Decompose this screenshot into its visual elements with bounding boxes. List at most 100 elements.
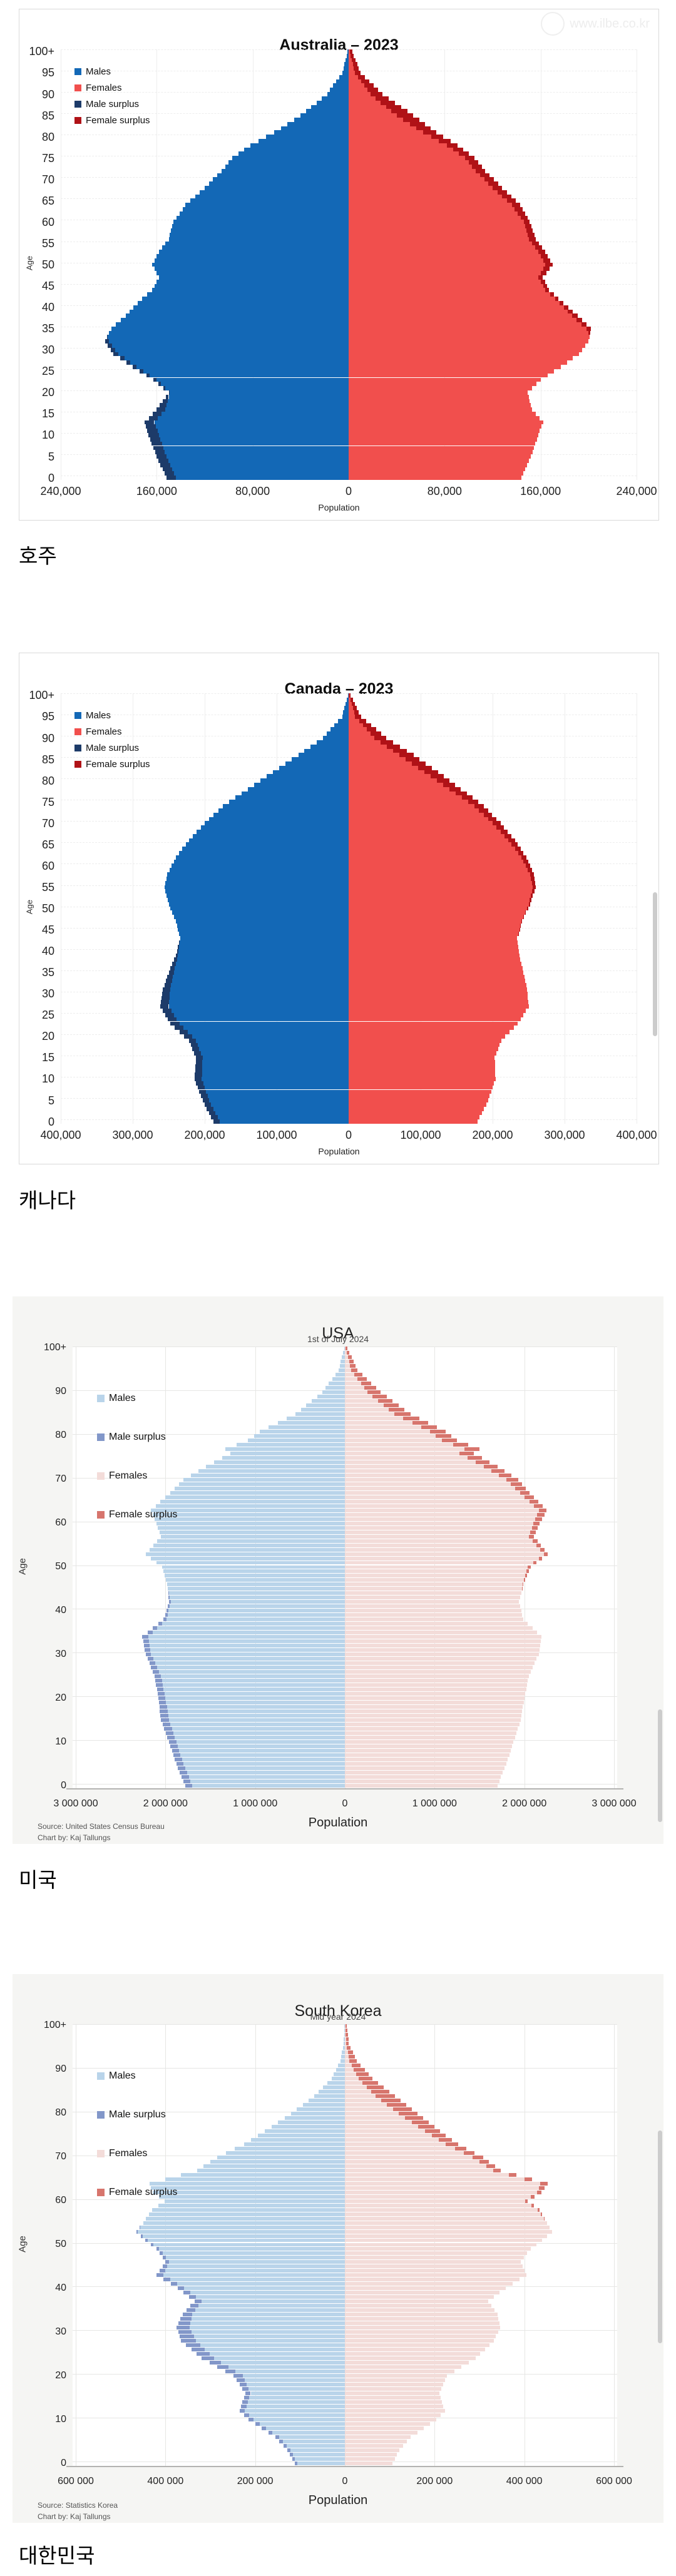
female-surplus-bar-age-64 bbox=[515, 847, 521, 852]
male-surplus-bar-age-11 bbox=[147, 429, 158, 434]
female-surplus-bar-age-96 bbox=[346, 2041, 349, 2045]
female-bar-age-4 bbox=[345, 2444, 403, 2448]
y-axis-tick-label: 90 bbox=[41, 88, 54, 101]
female-bar-age-71 bbox=[349, 817, 488, 822]
male-bar-age-6 bbox=[279, 2435, 345, 2440]
male-bar-age-79 bbox=[284, 2115, 345, 2120]
female-bar-age-85 bbox=[345, 1412, 394, 1416]
female-surplus-bar-age-89 bbox=[375, 96, 389, 101]
scrollbar-thumb[interactable] bbox=[653, 892, 657, 1036]
male-bar-age-52 bbox=[151, 1556, 345, 1560]
male-surplus-bar-age-11 bbox=[167, 1736, 175, 1740]
male-bar-age-3 bbox=[170, 462, 349, 467]
female-surplus-bar-age-82 bbox=[387, 2102, 407, 2107]
male-bar-age-10 bbox=[176, 1740, 345, 1744]
male-bar-age-30 bbox=[170, 991, 349, 996]
male-surplus-bar-age-41 bbox=[167, 1604, 170, 1609]
male-bar-age-53 bbox=[159, 250, 349, 254]
female-bar-age-98 bbox=[345, 1355, 348, 1359]
female-bar-age-31 bbox=[345, 1648, 540, 1652]
male-bar-age-51 bbox=[156, 1560, 345, 1565]
female-bar-age-93 bbox=[349, 723, 363, 728]
male-bar-age-98 bbox=[344, 2032, 345, 2037]
female-bar-age-56 bbox=[349, 237, 529, 242]
female-bar-age-89 bbox=[345, 1394, 373, 1398]
male-surplus-bar-age-5 bbox=[279, 2440, 283, 2444]
female-surplus-bar-age-68 bbox=[500, 829, 508, 834]
male-surplus-bar-age-44 bbox=[168, 1591, 169, 1596]
x-axis-tick-label: 300,000 bbox=[544, 1129, 585, 1141]
female-bar-age-97 bbox=[349, 706, 353, 711]
female-bar-age-26 bbox=[345, 1670, 531, 1674]
legend-label: Female surplus bbox=[86, 115, 150, 126]
male-bar-age-45 bbox=[178, 927, 349, 932]
male-surplus-bar-age-6 bbox=[201, 1094, 208, 1099]
x-axis-tick-label: 0 bbox=[342, 1798, 348, 1809]
female-bar-age-70 bbox=[349, 821, 493, 826]
male-bar-age-82 bbox=[280, 126, 349, 131]
female-bar-age-99 bbox=[349, 697, 351, 702]
female-bar-age-9 bbox=[349, 1081, 494, 1086]
scrollbar-thumb[interactable] bbox=[658, 1709, 662, 1822]
legend-label: Females bbox=[86, 82, 122, 93]
female-bar-age-12 bbox=[349, 424, 541, 429]
female-bar-age-22 bbox=[349, 382, 536, 387]
female-bar-age-55 bbox=[345, 1543, 537, 1547]
female-surplus-bar-age-68 bbox=[493, 185, 503, 190]
female-bar-age-65 bbox=[345, 1499, 530, 1504]
female-bar-age-39 bbox=[349, 309, 568, 314]
female-bar-age-0 bbox=[349, 476, 521, 480]
male-surplus-bar-age-23 bbox=[170, 1021, 180, 1026]
female-surplus-bar-age-83 bbox=[381, 2098, 401, 2102]
male-bar-age-1 bbox=[190, 1779, 345, 1783]
female-bar-age-19 bbox=[349, 1038, 501, 1043]
male-bar-age-26 bbox=[171, 1009, 349, 1013]
scrollbar-thumb[interactable] bbox=[658, 2131, 662, 2343]
female-bar-age-84 bbox=[349, 117, 404, 122]
female-surplus-bar-age-72 bbox=[454, 2146, 466, 2151]
male-bar-age-26 bbox=[159, 1670, 345, 1674]
female-bar-age-72 bbox=[345, 2146, 455, 2151]
y-axis-tick-label: 70 bbox=[55, 1474, 66, 1485]
male-surplus-bar-age-14 bbox=[195, 1059, 203, 1064]
female-bar-age-4 bbox=[349, 1102, 486, 1107]
female-surplus-bar-age-85 bbox=[405, 757, 420, 761]
x-axis-tick-label: 200,000 bbox=[184, 1129, 225, 1141]
male-bar-age-37 bbox=[201, 2299, 345, 2304]
female-surplus-bar-age-88 bbox=[381, 100, 395, 105]
female-surplus-bar-age-72 bbox=[476, 168, 486, 173]
male-surplus-bar-age-23 bbox=[156, 1683, 163, 1688]
male-bar-age-89 bbox=[322, 96, 349, 101]
female-bar-age-18 bbox=[349, 1042, 500, 1047]
female-surplus-bar-age-97 bbox=[352, 706, 357, 711]
male-bar-age-94 bbox=[339, 74, 349, 79]
male-bar-age-13 bbox=[172, 1727, 345, 1731]
female-bar-age-66 bbox=[345, 1495, 525, 1499]
female-bar-age-19 bbox=[349, 394, 529, 399]
female-surplus-bar-age-89 bbox=[356, 2072, 369, 2076]
female-surplus-bar-age-63 bbox=[538, 1508, 547, 1512]
male-bar-age-82 bbox=[273, 770, 349, 775]
male-bar-age-85 bbox=[319, 2089, 345, 2094]
female-bar-age-74 bbox=[345, 2137, 439, 2142]
male-bar-age-68 bbox=[203, 2164, 345, 2168]
female-surplus-bar-age-64 bbox=[511, 203, 521, 208]
female-surplus-bar-age-76 bbox=[462, 795, 473, 800]
female-surplus-bar-age-78 bbox=[447, 143, 458, 148]
female-surplus-bar-age-83 bbox=[409, 121, 425, 126]
male-bar-age-68 bbox=[205, 185, 349, 190]
male-bar-age-48 bbox=[174, 915, 349, 919]
female-bar-age-51 bbox=[349, 258, 543, 263]
x-axis-tick-label: 300,000 bbox=[112, 1129, 153, 1141]
male-bar-age-11 bbox=[248, 2413, 345, 2418]
y-axis-tick-label: 20 bbox=[55, 1692, 66, 1703]
male-surplus-bar-age-3 bbox=[207, 1106, 213, 1111]
female-bar-age-88 bbox=[349, 100, 381, 105]
chart-subtitle: Mid year 2024 bbox=[310, 2012, 366, 2022]
female-bar-age-5 bbox=[349, 1098, 489, 1102]
female-bar-age-6 bbox=[349, 1094, 490, 1099]
male-bar-age-21 bbox=[164, 1692, 345, 1696]
male-bar-age-56 bbox=[168, 237, 349, 242]
female-bar-age-15 bbox=[349, 1056, 495, 1060]
male-bar-age-54 bbox=[149, 1547, 345, 1552]
